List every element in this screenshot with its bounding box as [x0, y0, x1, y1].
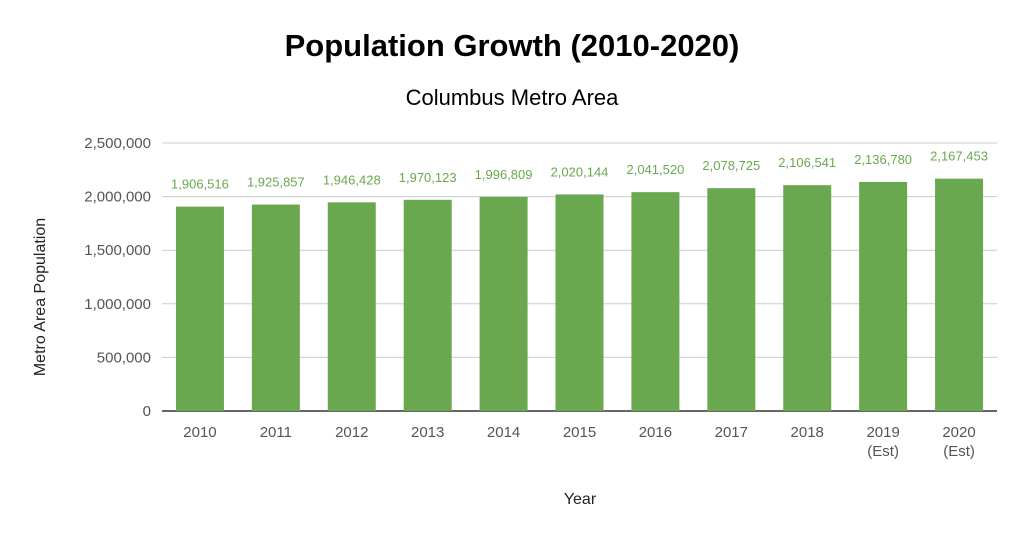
x-tick-label-line: 2012: [335, 424, 368, 441]
bar: [859, 181, 908, 411]
x-tick-label-line: 2020: [942, 424, 975, 441]
x-axis-title: Year: [564, 491, 597, 508]
x-tick-label-line: 2010: [183, 424, 216, 441]
data-label: 1,970,123: [399, 170, 457, 185]
x-tick-label-line: 2014: [487, 424, 520, 441]
x-tick-label: 2017: [715, 424, 748, 441]
bar: [251, 204, 300, 411]
x-tick-label: 2019 (Est): [866, 424, 899, 460]
bar: [935, 178, 984, 411]
x-axis-ticks: 2010 2011 2012 2013 2014 2015 2016 2017 2018 2019…: [183, 424, 975, 460]
x-tick-label: 2013: [411, 424, 444, 441]
x-tick-label-line: 2017: [715, 424, 748, 441]
y-tick-label: 500,000: [97, 349, 151, 366]
x-tick-label: 2016: [639, 424, 672, 441]
x-tick-label: 2012: [335, 424, 368, 441]
y-tick-label: 2,500,000: [84, 135, 151, 152]
bar: [175, 206, 224, 411]
bar: [783, 185, 832, 411]
data-label: 1,906,516: [171, 177, 229, 192]
data-label: 2,136,780: [854, 152, 912, 167]
bar: [707, 188, 756, 411]
bar: [403, 199, 452, 411]
bar: [479, 196, 528, 411]
data-label: 2,106,541: [778, 155, 836, 170]
x-tick-label: 2011: [260, 424, 292, 441]
x-tick-label-line: 2013: [411, 424, 444, 441]
x-tick-label-line: (Est): [867, 443, 899, 460]
y-tick-label: 2,000,000: [84, 189, 151, 206]
bar: [327, 202, 376, 411]
x-tick-label: 2018: [791, 424, 824, 441]
y-axis-title: Metro Area Population: [32, 218, 49, 376]
x-tick-label-line: 2015: [563, 424, 596, 441]
x-tick-label-line: 2019: [866, 424, 899, 441]
x-tick-label-line: 2018: [791, 424, 824, 441]
chart-title: Population Growth (2010-2020): [284, 28, 740, 63]
y-tick-label: 1,000,000: [84, 296, 151, 313]
data-label: 2,041,520: [626, 162, 684, 177]
x-tick-label: 2020 (Est): [942, 424, 975, 460]
bar: [555, 194, 604, 411]
x-tick-label: 2010: [183, 424, 216, 441]
x-tick-label-line: 2016: [639, 424, 672, 441]
bars: [175, 178, 984, 411]
y-tick-label: 0: [143, 403, 151, 420]
y-axis-ticks: 0 500,000 1,000,000 1,500,000 2,000,000 2,500…: [84, 135, 151, 420]
data-label: 1,996,809: [475, 167, 533, 182]
chart-subtitle: Columbus Metro Area: [405, 85, 619, 110]
data-label: 1,925,857: [247, 175, 305, 190]
x-tick-label-line: 2011: [260, 424, 292, 441]
data-labels: 1,906,516 1,925,857 1,946,428 1,970,123 1,99…: [171, 149, 988, 192]
bar: [631, 192, 680, 411]
data-label: 1,946,428: [323, 172, 381, 187]
x-tick-label: 2015: [563, 424, 596, 441]
y-tick-label: 1,500,000: [84, 242, 151, 259]
data-label: 2,020,144: [551, 164, 609, 179]
x-tick-label: 2014: [487, 424, 520, 441]
data-label: 2,167,453: [930, 149, 988, 164]
x-tick-label-line: (Est): [943, 443, 975, 460]
data-label: 2,078,725: [702, 158, 760, 173]
